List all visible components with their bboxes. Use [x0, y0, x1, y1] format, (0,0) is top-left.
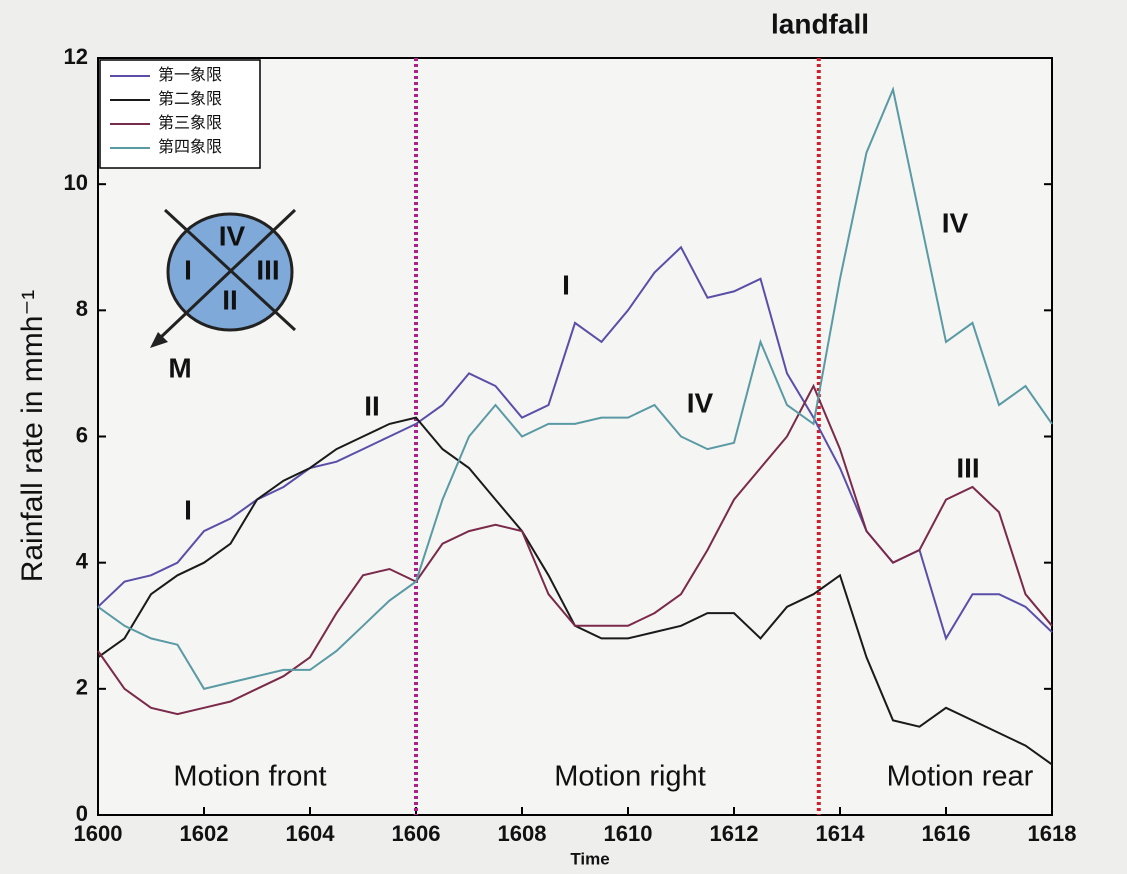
quadrant-label: III	[256, 254, 279, 285]
y-tick-label: 0	[76, 801, 88, 826]
legend-label: 第三象限	[158, 114, 222, 132]
plot-area	[97, 57, 1053, 816]
annotation: IV	[687, 387, 714, 418]
annotation: Motion rear	[887, 761, 1034, 793]
annotation: IV	[942, 207, 969, 238]
y-tick-label: 4	[76, 548, 89, 573]
annotation: Motion front	[173, 761, 326, 793]
x-tick-label: 1618	[1028, 821, 1077, 846]
x-tick-label: 1614	[816, 821, 866, 846]
annotation: II	[364, 390, 380, 421]
y-axis-label: Rainfall rate in mmh⁻¹	[16, 290, 49, 583]
quadrant-diagram: IV I III II M	[150, 208, 297, 383]
x-tick-label: 1606	[392, 821, 441, 846]
x-tick-label: 1610	[604, 821, 653, 846]
x-axis-label: Time	[570, 849, 609, 868]
series-line	[97, 383, 1053, 716]
x-tick-label: 1612	[710, 821, 759, 846]
annotation: landfall	[771, 8, 869, 39]
legend-box	[99, 59, 261, 169]
quadrant-label: I	[184, 254, 192, 285]
legend-label: 第一象限	[158, 66, 222, 84]
y-tick-label: 10	[64, 170, 88, 195]
y-tick-label: 6	[76, 422, 88, 447]
y-tick-label: 12	[64, 44, 88, 69]
quadrant-label: IV	[219, 220, 246, 251]
series-line	[97, 86, 1053, 690]
annotation: III	[956, 452, 979, 483]
x-tick-label: 1600	[74, 821, 123, 846]
arrow-head	[150, 332, 168, 348]
annotation: I	[562, 269, 570, 300]
direction-label: M	[168, 352, 191, 383]
quadrant-label: II	[222, 284, 238, 315]
legend-label: 第四象限	[158, 138, 222, 156]
x-tick-label: 1604	[286, 821, 336, 846]
y-tick-label: 2	[76, 675, 88, 700]
x-tick-label: 1616	[922, 821, 971, 846]
x-tick-label: 1608	[498, 821, 547, 846]
y-tick-label: 8	[76, 296, 88, 321]
annotation: I	[184, 494, 192, 525]
annotation: Motion right	[554, 761, 706, 793]
diagonal	[158, 208, 297, 340]
x-tick-label: 1602	[180, 821, 229, 846]
legend-label: 第二象限	[158, 90, 222, 108]
